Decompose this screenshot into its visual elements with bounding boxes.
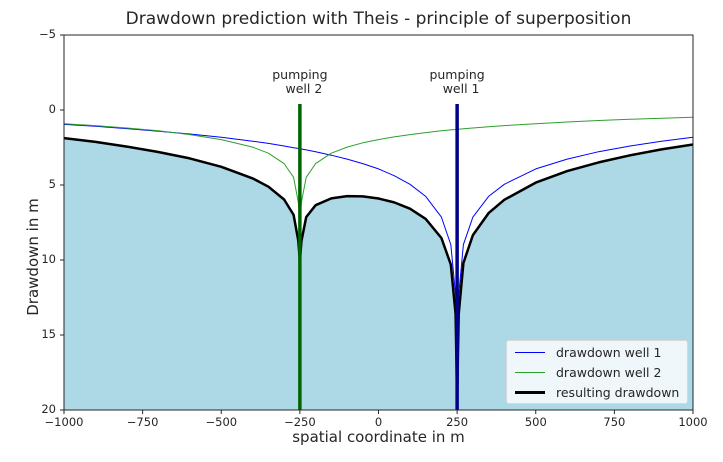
legend-item-resulting: resulting drawdown xyxy=(515,382,679,402)
curve-drawdown-well-1 xyxy=(64,123,693,381)
x-tick: −750 xyxy=(126,415,159,429)
annotation-pumping-well-1: pumping well 1 xyxy=(417,68,497,96)
annotation-line: pumping xyxy=(272,67,328,82)
legend-swatch-green xyxy=(515,371,545,373)
x-tick: −250 xyxy=(284,415,316,429)
y-tick: 0 xyxy=(48,102,56,116)
legend-item-well-1: drawdown well 1 xyxy=(515,342,661,362)
curve-drawdown-well-2 xyxy=(64,116,693,223)
y-tick: 15 xyxy=(41,327,56,341)
annotation-line: well 1 xyxy=(442,81,480,96)
annotation-line: well 2 xyxy=(285,81,323,96)
y-tick: 20 xyxy=(41,402,56,416)
legend-label: drawdown well 1 xyxy=(556,344,662,360)
x-tick: 750 xyxy=(603,415,626,429)
annotation-pumping-well-2: pumping well 2 xyxy=(260,68,340,96)
legend-swatch-blue xyxy=(515,351,545,353)
chart-title: Drawdown prediction with Theis - princip… xyxy=(125,9,632,29)
x-tick: −500 xyxy=(205,415,238,429)
legend-item-well-2: drawdown well 2 xyxy=(515,362,661,382)
legend-label: resulting drawdown xyxy=(556,384,680,400)
x-tick: 500 xyxy=(524,415,547,429)
y-tick: −5 xyxy=(39,27,56,41)
x-tick: 1000 xyxy=(678,415,708,429)
legend: drawdown well 1 drawdown well 2 resultin… xyxy=(506,340,688,404)
legend-label: drawdown well 2 xyxy=(556,364,662,380)
x-tick: 250 xyxy=(446,415,469,429)
x-tick: −1000 xyxy=(44,415,84,429)
y-tick: 10 xyxy=(41,252,56,266)
x-tick: 0 xyxy=(374,415,383,429)
y-tick: 5 xyxy=(48,177,56,191)
x-axis-label: spatial coordinate in m xyxy=(292,428,465,446)
legend-swatch-black xyxy=(515,390,545,394)
annotation-line: pumping xyxy=(429,67,485,82)
curve-resulting-drawdown xyxy=(64,136,693,401)
